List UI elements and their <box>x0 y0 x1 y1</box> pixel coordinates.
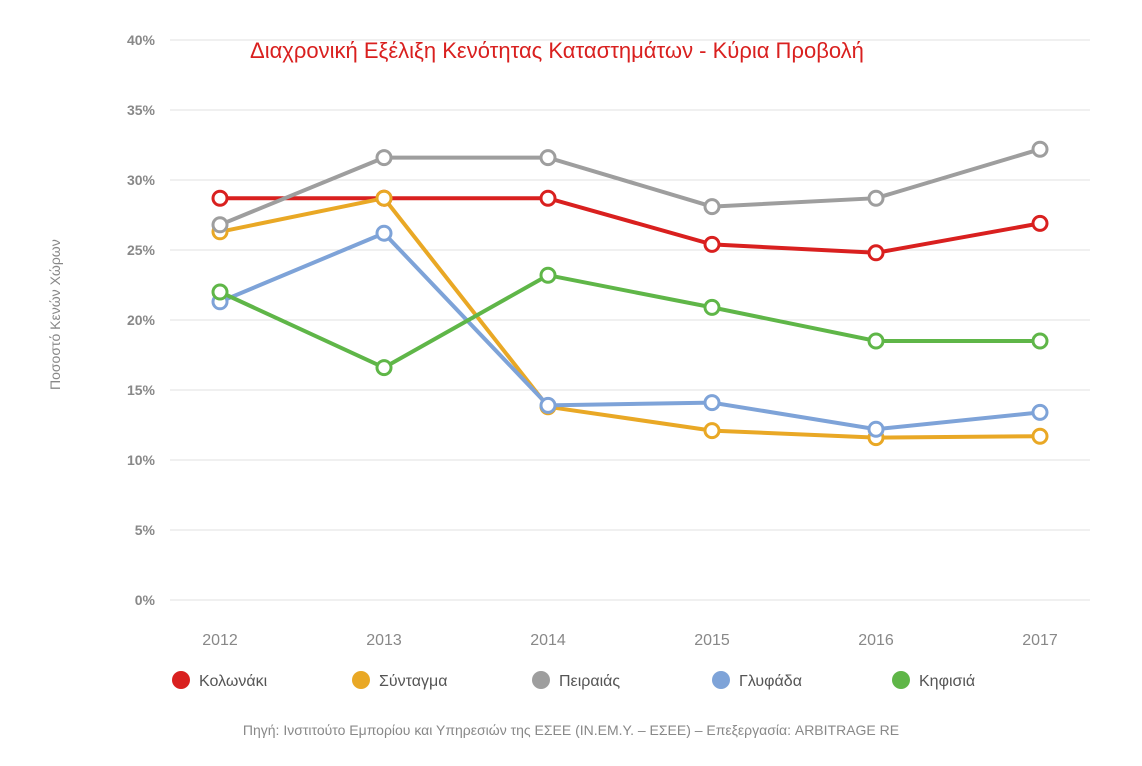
x-tick-label: 2014 <box>530 632 566 649</box>
series-marker <box>377 151 391 165</box>
series-marker <box>377 361 391 375</box>
series-line <box>220 198 1040 437</box>
series-marker <box>541 191 555 205</box>
series-marker <box>377 226 391 240</box>
series-marker <box>213 218 227 232</box>
series-marker <box>1033 216 1047 230</box>
series-marker <box>1033 405 1047 419</box>
legend-dot <box>532 671 550 689</box>
y-tick-label: 20% <box>127 312 156 328</box>
series-marker <box>213 191 227 205</box>
legend-label: Πειραιάς <box>559 673 620 690</box>
legend-dot <box>892 671 910 689</box>
y-tick-label: 40% <box>127 32 156 48</box>
series-marker <box>869 246 883 260</box>
series-marker <box>213 285 227 299</box>
source-text: Πηγή: Ινστιτούτο Εμπορίου και Υπηρεσιών … <box>243 722 899 738</box>
series-marker <box>705 200 719 214</box>
chart-container: 0% 5% 10% 15% 20% 25% 30% 35% 40% 2012 2013 2014 201… <box>0 0 1142 766</box>
series-marker <box>705 396 719 410</box>
x-tick-label: 2016 <box>858 632 894 649</box>
series-marker <box>705 424 719 438</box>
legend-label: Κηφισιά <box>919 673 975 690</box>
series-marker <box>541 151 555 165</box>
series-marker <box>705 300 719 314</box>
legend-dot <box>352 671 370 689</box>
y-tick-label: 30% <box>127 172 156 188</box>
line-chart: 0% 5% 10% 15% 20% 25% 30% 35% 40% 2012 2013 2014 201… <box>0 0 1142 766</box>
y-tick-label: 15% <box>127 382 156 398</box>
series-marker <box>541 268 555 282</box>
series-marker <box>869 334 883 348</box>
series-marker <box>869 422 883 436</box>
series-line <box>220 233 1040 429</box>
y-tick-label: 25% <box>127 242 156 258</box>
series-marker <box>705 237 719 251</box>
chart-title: Διαχρονική Εξέλιξη Κενότητας Καταστημάτω… <box>250 38 864 63</box>
x-tick-label: 2017 <box>1022 632 1058 649</box>
legend-label: Κολωνάκι <box>199 673 268 690</box>
legend-dot <box>172 671 190 689</box>
series-marker <box>541 398 555 412</box>
y-axis-label: Ποσοστό Κενών Χώρων <box>47 239 63 390</box>
y-tick-label: 5% <box>135 522 156 538</box>
series-marker <box>869 191 883 205</box>
y-tick-label: 10% <box>127 452 156 468</box>
legend-dot <box>712 671 730 689</box>
series-marker <box>377 191 391 205</box>
series-marker <box>1033 142 1047 156</box>
y-tick-label: 0% <box>135 592 156 608</box>
y-tick-label: 35% <box>127 102 156 118</box>
series-line <box>220 275 1040 367</box>
x-tick-label: 2012 <box>202 632 238 649</box>
x-tick-label: 2013 <box>366 632 402 649</box>
x-tick-label: 2015 <box>694 632 730 649</box>
legend-label: Σύνταγμα <box>379 673 447 690</box>
series-line <box>220 149 1040 225</box>
series-marker <box>1033 334 1047 348</box>
series-marker <box>1033 429 1047 443</box>
legend-label: Γλυφάδα <box>739 673 802 690</box>
